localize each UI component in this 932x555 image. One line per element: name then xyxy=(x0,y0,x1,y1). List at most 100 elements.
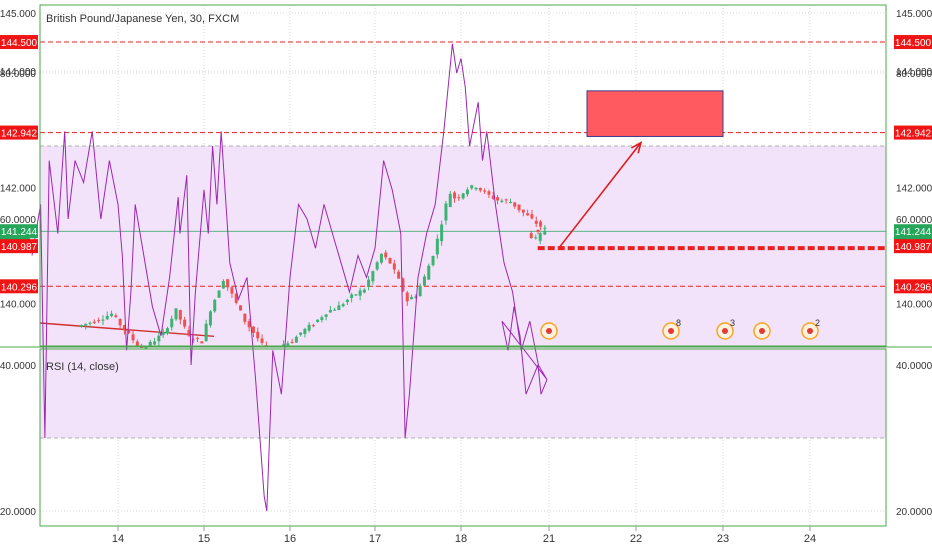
candle-body xyxy=(470,185,474,189)
price-tick-label-right: 144.000 xyxy=(896,67,932,78)
candle-body xyxy=(375,262,379,270)
rsi-pane-frame xyxy=(39,348,887,527)
rsi-band-layer xyxy=(40,145,886,439)
candle-body xyxy=(170,318,174,328)
level-lines-layer xyxy=(40,41,886,287)
x-tick-label: 15 xyxy=(198,533,210,545)
candle-body xyxy=(371,271,375,282)
candle-body xyxy=(474,187,478,190)
candle-body xyxy=(187,330,191,336)
price-label-right: 144.500 xyxy=(895,38,932,49)
candle-body xyxy=(538,233,542,241)
candle-body xyxy=(200,341,204,344)
candle-body xyxy=(427,265,431,280)
x-tick-label: 17 xyxy=(369,533,381,545)
candle-body xyxy=(379,253,383,263)
rsi-tick-label-left: 40.0000 xyxy=(0,361,36,372)
candle-body xyxy=(260,338,264,343)
event-count: 3 xyxy=(730,318,735,328)
price-tick-label-left: 140.000 xyxy=(0,300,36,311)
candle-body xyxy=(504,199,508,201)
price-pane-frame xyxy=(39,4,887,347)
downtrend-line xyxy=(39,322,215,338)
x-tick-label: 18 xyxy=(455,533,467,545)
candle-body xyxy=(213,299,217,312)
candle-body xyxy=(131,334,135,341)
candle-body xyxy=(221,281,225,289)
candle-body xyxy=(79,325,83,327)
rsi-tick-label-right: 40.0000 xyxy=(896,361,932,372)
candle-body xyxy=(401,278,405,292)
rsi-tick-label-right: 80.0000 xyxy=(896,69,932,80)
event-flag-dot-icon xyxy=(759,328,765,334)
candle-body xyxy=(457,197,461,199)
target-zone-box xyxy=(586,90,724,137)
candle-body xyxy=(303,328,307,335)
candle-body xyxy=(84,323,88,326)
candle-body xyxy=(122,325,126,331)
candle-body xyxy=(217,290,221,298)
event-flag-dot-icon xyxy=(722,328,728,334)
candle-body xyxy=(97,320,101,322)
price-label-left: 141.244 xyxy=(1,227,38,238)
candle-body xyxy=(384,252,388,258)
candle-body xyxy=(536,229,540,233)
candle-body xyxy=(204,323,208,342)
price-label-right: 140.987 xyxy=(895,242,932,253)
rsi-line xyxy=(31,43,548,512)
candle-body xyxy=(316,319,320,323)
candle-body xyxy=(508,202,512,204)
candle-body xyxy=(333,309,337,311)
candle-body xyxy=(526,213,530,216)
candle-body xyxy=(367,279,371,288)
candle-body xyxy=(196,337,200,339)
candle-body xyxy=(543,231,547,235)
rsi-tick-label-left: 60.0000 xyxy=(0,215,36,226)
candle-body xyxy=(114,315,118,317)
candle-body xyxy=(311,325,315,327)
price-label-left: 142.942 xyxy=(1,129,38,140)
candle-body xyxy=(234,293,238,303)
candle-body xyxy=(88,322,92,324)
candle-body xyxy=(110,313,114,317)
candle-body xyxy=(431,255,435,266)
candle-body xyxy=(530,214,534,219)
x-tick-label: 23 xyxy=(717,533,729,545)
candle-body xyxy=(517,204,521,211)
price-label-left: 140.987 xyxy=(1,242,38,253)
candle-body xyxy=(513,202,517,207)
candle-body xyxy=(208,311,212,326)
candle-body xyxy=(358,290,362,296)
candle-body xyxy=(324,314,328,317)
price-tick-label-left: 144.000 xyxy=(0,67,36,78)
candle-body xyxy=(174,308,178,320)
candle-body xyxy=(165,328,169,334)
candle-body xyxy=(397,271,401,279)
x-tick-label: 16 xyxy=(284,533,296,545)
x-tick-label: 21 xyxy=(543,533,555,545)
price-label-right: 142.942 xyxy=(895,129,932,140)
candle-body xyxy=(487,191,491,195)
candle-body xyxy=(328,310,332,313)
candle-body xyxy=(539,221,543,227)
candle-body xyxy=(440,224,444,242)
candle-body xyxy=(239,305,243,311)
x-tick-label: 22 xyxy=(630,533,642,545)
candle-body xyxy=(178,310,182,320)
x-tick-label: 24 xyxy=(804,533,816,545)
candle-body xyxy=(183,319,187,327)
price-label-right: 141.244 xyxy=(895,227,932,238)
candle-body xyxy=(410,297,414,300)
rsi-title: RSI (14, close) xyxy=(46,361,119,373)
price-label-right: 140.296 xyxy=(895,282,932,293)
drawings-layer xyxy=(39,90,724,338)
frame-layer xyxy=(0,4,932,527)
candle-body xyxy=(414,296,418,298)
candle-body xyxy=(226,279,230,288)
rsi-line-layer xyxy=(31,43,548,512)
candle-body xyxy=(101,319,105,321)
candle-body xyxy=(294,336,298,343)
event-count: 2 xyxy=(815,318,820,328)
candle-body xyxy=(144,347,148,349)
